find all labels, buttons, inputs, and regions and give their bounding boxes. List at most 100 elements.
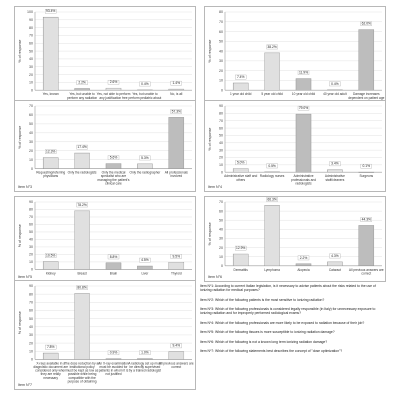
legend-item-7: Item Nº7: Which of the following stateme… <box>200 349 343 354</box>
y-tick-label: 50 <box>29 317 33 321</box>
data-label-box <box>297 70 310 75</box>
bar <box>232 253 249 267</box>
legend-item-4: Item Nº4: Which of the following profess… <box>200 320 365 325</box>
data-label-box <box>297 255 310 261</box>
y-tick-label: 50 <box>29 122 33 126</box>
data-label-box <box>107 155 120 160</box>
data-label-box <box>139 350 151 355</box>
x-tick-label: No, is all <box>170 92 183 96</box>
y-tick-label: 60 <box>219 209 223 213</box>
data-label: 2.2% <box>300 256 308 260</box>
y-tick-label: 80 <box>29 208 33 212</box>
y-tick-label: 0 <box>31 88 33 92</box>
y-axis-title: % of response <box>18 126 22 149</box>
y-tick-label: 30 <box>219 148 223 152</box>
data-label: 4.5% <box>141 258 149 262</box>
y-tick-label: 70 <box>29 104 33 108</box>
data-label: 12.9% <box>236 246 245 250</box>
y-tick-label: 20 <box>219 246 223 250</box>
data-label-box <box>107 254 120 260</box>
bar-chart-2: 0 10 20 30 40 50 60 70 80 % of response 7.4% 1 year… <box>208 10 385 103</box>
bar <box>168 117 185 169</box>
x-tick-label: Thyroid <box>171 271 182 275</box>
bar <box>327 169 343 173</box>
y-tick-label: 30 <box>29 245 33 249</box>
y-tick-label: 60 <box>29 41 33 45</box>
data-label: 93.4% <box>46 9 55 13</box>
data-label-box <box>170 109 182 114</box>
y-tick-label: 30 <box>29 140 33 144</box>
x-tick-label: Only the medical specialist who are managi… <box>98 171 130 186</box>
y-tick-label: 0 <box>221 170 223 174</box>
data-label: 0.4% <box>141 82 149 86</box>
y-tick-label: 40 <box>219 228 223 232</box>
y-tick-label: 70 <box>219 119 223 123</box>
y-tick-label: 80 <box>29 292 33 296</box>
bar <box>42 157 59 169</box>
data-label: 5.6% <box>110 156 118 160</box>
y-tick-label: 0 <box>221 264 223 268</box>
data-label: 4.3% <box>331 254 339 258</box>
y-tick-label: 40 <box>219 49 223 53</box>
y-tick-label: 20 <box>219 69 223 73</box>
y-tick-label: 50 <box>29 230 33 234</box>
x-tick-label: Lymphoma <box>264 268 280 272</box>
bar <box>168 88 185 91</box>
bar <box>168 262 185 270</box>
data-label: 17.4% <box>77 145 86 149</box>
y-tick-label: 20 <box>29 253 33 257</box>
x-tick-label: An X-ray examination must be avoided for p… <box>98 361 129 376</box>
y-tick-label: 60 <box>219 126 223 130</box>
y-axis-title: % of response <box>208 40 212 63</box>
chart-panel-6: 0 10 20 30 40 50 60 70 % of response 12.9% Dermati… <box>204 196 386 282</box>
data-label-box <box>45 253 57 258</box>
x-tick-label: Only the radiologists <box>68 171 97 175</box>
y-tick-label: 60 <box>29 223 33 227</box>
data-label: 57.3% <box>172 109 181 113</box>
y-tick-label: 70 <box>29 301 33 305</box>
bar-chart-4: 0 10 20 30 40 50 60 70 80 90 % of response 5.0% Admi… <box>208 104 382 185</box>
y-tick-label: 10 <box>219 163 223 167</box>
y-tick-label: 80 <box>219 10 223 14</box>
data-label: 2.6% <box>110 80 118 84</box>
x-tick-label: Breast <box>77 271 86 275</box>
y-tick-label: 0 <box>31 167 33 171</box>
bar <box>232 82 249 91</box>
data-label-box <box>360 163 372 169</box>
y-tick-label: 50 <box>219 218 223 222</box>
data-label-box <box>45 344 57 350</box>
y-tick-label: 10 <box>29 260 33 264</box>
bar <box>295 78 312 91</box>
bar <box>295 113 312 173</box>
x-tick-label: Yes, known <box>43 92 59 96</box>
data-label: 7.4% <box>237 75 245 79</box>
legend-item-2: Item Nº2: Which of the following patient… <box>200 297 325 302</box>
data-label: 0.4% <box>331 82 339 86</box>
x-tick-label: Brain <box>110 271 118 275</box>
data-label: 5.3% <box>141 156 149 160</box>
y-tick-label: 30 <box>219 237 223 241</box>
y-tick-label: 50 <box>219 40 223 44</box>
bar <box>264 205 280 267</box>
y-tick-label: 20 <box>29 149 33 153</box>
chart-panel-4: 0 10 20 30 40 50 60 70 80 90 % of response 5.0% Admi… <box>204 100 386 192</box>
bar <box>264 52 280 91</box>
bar <box>105 87 122 91</box>
bar <box>74 293 90 360</box>
y-tick-label: 10 <box>29 81 33 85</box>
bar <box>74 88 90 91</box>
x-tick-label: 1 year old child <box>230 92 252 96</box>
data-label: 1.4% <box>173 81 181 85</box>
data-label-box <box>76 80 88 85</box>
bar <box>168 351 185 360</box>
data-label-box <box>107 350 120 356</box>
chart-panel-3: 0 10 20 30 40 50 60 70 % of response 12.3% Request… <box>14 100 196 192</box>
x-tick-label: The dose reduction by an institutional po… <box>64 361 100 383</box>
y-tick-label: 40 <box>29 57 33 61</box>
bar <box>137 163 153 169</box>
chart-panel-1: 0 10 20 30 40 50 60 70 80 90 100 % of response 93.4%… <box>14 6 196 110</box>
item-label-4: Item N°4 <box>208 185 223 189</box>
legend-item-6: Item Nº6: Which of the following is not … <box>200 339 328 344</box>
bar-chart-5: 0 10 20 30 40 50 60 70 80 90 % of response 10.5% Kid… <box>18 200 192 275</box>
x-tick-label: Liver <box>141 271 149 275</box>
